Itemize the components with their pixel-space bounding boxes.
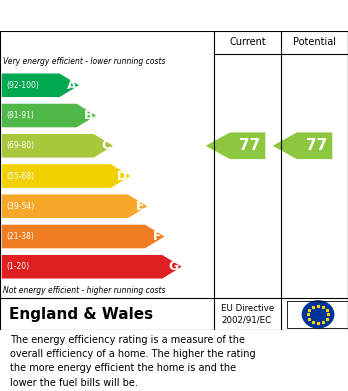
Text: (69-80): (69-80) — [6, 141, 34, 150]
Text: (39-54): (39-54) — [6, 202, 34, 211]
Text: (21-38): (21-38) — [6, 232, 34, 241]
Polygon shape — [2, 104, 96, 127]
Bar — [0, 298, 348, 330]
Text: 77: 77 — [239, 138, 260, 153]
Text: (92-100): (92-100) — [6, 81, 39, 90]
Text: Not energy efficient - higher running costs: Not energy efficient - higher running co… — [3, 285, 166, 294]
Text: Potential: Potential — [293, 38, 336, 47]
Polygon shape — [2, 225, 165, 248]
Polygon shape — [2, 194, 147, 218]
Text: (55-68): (55-68) — [6, 172, 34, 181]
Bar — [287, 301, 348, 328]
Text: F: F — [153, 230, 162, 243]
Text: (1-20): (1-20) — [6, 262, 29, 271]
Text: Energy Efficiency Rating: Energy Efficiency Rating — [9, 8, 230, 23]
Text: G: G — [168, 260, 179, 273]
Text: 77: 77 — [306, 138, 327, 153]
Text: C: C — [101, 139, 110, 152]
Polygon shape — [2, 134, 113, 158]
Circle shape — [302, 301, 334, 328]
Text: D: D — [117, 170, 127, 183]
Text: The energy efficiency rating is a measure of the
overall efficiency of a home. T: The energy efficiency rating is a measur… — [10, 335, 256, 388]
Polygon shape — [2, 164, 130, 188]
Text: Current: Current — [229, 38, 266, 47]
Text: EU Directive
2002/91/EC: EU Directive 2002/91/EC — [221, 304, 274, 325]
Text: A: A — [66, 79, 76, 92]
Polygon shape — [2, 74, 79, 97]
Polygon shape — [273, 133, 332, 159]
Text: E: E — [136, 200, 144, 213]
Text: England & Wales: England & Wales — [9, 307, 153, 322]
Polygon shape — [206, 133, 265, 159]
Polygon shape — [2, 255, 182, 278]
Text: Very energy efficient - lower running costs: Very energy efficient - lower running co… — [3, 57, 166, 66]
Text: (81-91): (81-91) — [6, 111, 34, 120]
Text: B: B — [84, 109, 93, 122]
